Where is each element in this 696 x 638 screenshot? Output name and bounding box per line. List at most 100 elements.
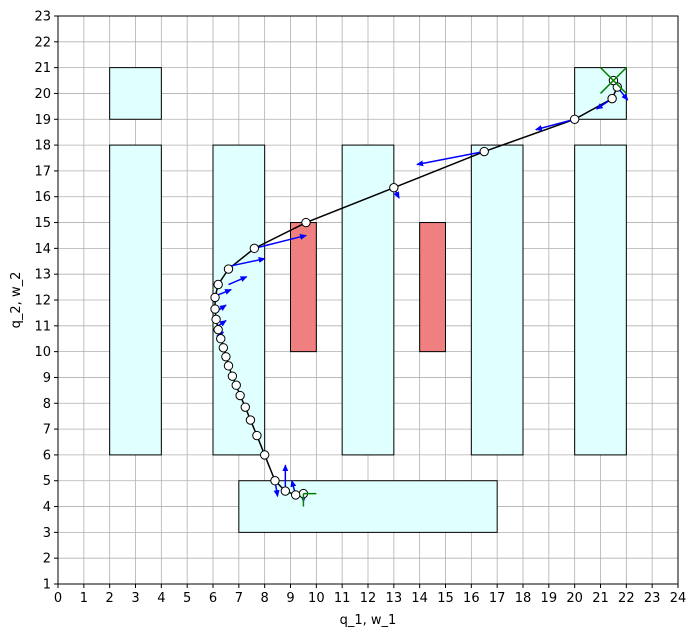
velocity-arrow (228, 276, 248, 286)
trajectory-point (223, 264, 234, 274)
y-tick-label: 11 (34, 319, 51, 334)
velocity-arrow (534, 118, 575, 131)
x-tick-label: 5 (183, 591, 191, 606)
point-layer (210, 75, 622, 500)
y-tick-label: 22 (34, 35, 51, 50)
y-axis-label: q_2, w_2 (9, 272, 24, 329)
y-tick-label: 17 (34, 164, 51, 179)
y-tick-label: 14 (34, 242, 51, 257)
trajectory-point (211, 314, 221, 325)
y-tick-label: 9 (43, 371, 51, 386)
free-region (574, 144, 627, 456)
velocity-arrow (217, 320, 227, 327)
x-axis-label: q_1, w_1 (340, 613, 397, 628)
x-tick-label: 17 (489, 591, 506, 606)
trajectory-point (221, 352, 231, 362)
x-tick-label: 13 (386, 591, 403, 606)
y-tick-label: 2 (43, 552, 51, 567)
x-tick-label: 21 (592, 591, 609, 606)
x-tick-label: 10 (308, 591, 325, 606)
y-tick-label: 21 (34, 61, 51, 76)
y-tick-label: 7 (43, 423, 51, 438)
trajectory-point (252, 430, 262, 441)
y-tick-label: 19 (34, 113, 51, 128)
velocity-arrow (217, 288, 233, 296)
y-tick-label: 8 (43, 397, 51, 412)
trajectory-point (227, 371, 238, 381)
trajectory-point (607, 93, 617, 104)
y-tick-label: 4 (43, 500, 51, 515)
x-tick-label: 15 (437, 591, 454, 606)
free-region (470, 144, 524, 456)
trajectory-point (231, 380, 241, 390)
trajectory-point (218, 343, 229, 353)
x-tick-label: 1 (80, 591, 88, 606)
x-tick-label: 8 (261, 591, 269, 606)
y-tick-label: 16 (34, 190, 51, 205)
trajectory-point (280, 486, 291, 496)
x-tick-label: 20 (566, 591, 583, 606)
trajectory-point (259, 450, 270, 460)
x-tick-label: 14 (411, 591, 428, 606)
trajectory-point (270, 476, 280, 486)
x-tick-label: 4 (157, 591, 165, 606)
x-tick-label: 3 (131, 591, 139, 606)
trajectory-point (569, 114, 580, 124)
y-tick-label: 13 (34, 268, 51, 283)
y-tick-label: 18 (34, 139, 51, 154)
trajectory-point (301, 217, 311, 228)
frame-layer (302, 67, 627, 507)
free-region (341, 144, 395, 456)
trajectory-point (210, 304, 220, 314)
trajectory-point (235, 390, 245, 401)
ticks-layer: 0 1 2 3 4 5 6 7 8 9 10 11 12 13 14 15 16 17 18 19 20 21 22 23 24… (34, 10, 686, 607)
y-tick-label: 10 (34, 345, 51, 360)
y-tick-label: 20 (34, 87, 51, 102)
trajectory-point (245, 415, 256, 425)
trajectory-point (290, 490, 301, 500)
x-tick-label: 6 (209, 591, 217, 606)
y-tick-label: 15 (34, 216, 51, 231)
trajectory-point (213, 324, 223, 335)
x-tick-label: 18 (515, 591, 532, 606)
trajectory-point (213, 279, 223, 290)
y-tick-label: 1 (43, 578, 51, 593)
trajectory-point (210, 292, 220, 303)
velocity-arrow (228, 257, 266, 268)
trajectory-line (214, 80, 619, 496)
trajectory-point (389, 182, 399, 193)
x-tick-label: 9 (286, 591, 294, 606)
path-layer (214, 80, 619, 496)
obstacle-region (419, 222, 446, 353)
y-tick-label: 12 (34, 294, 51, 309)
free-region (109, 144, 162, 456)
x-tick-label: 7 (235, 591, 243, 606)
x-tick-label: 22 (618, 591, 635, 606)
y-tick-label: 6 (43, 448, 51, 463)
free-region (212, 144, 266, 456)
y-tick-label: 5 (43, 474, 51, 489)
trajectory-point (240, 402, 250, 412)
free-region (238, 480, 498, 533)
obstacle-region (290, 222, 317, 353)
x-tick-label: 2 (106, 591, 114, 606)
x-tick-label: 0 (54, 591, 62, 606)
velocity-arrow (416, 150, 485, 167)
velocity-arrow (254, 233, 307, 250)
orientation-frame-line (599, 67, 627, 94)
trajectory-point (223, 361, 234, 371)
x-tick-label: 12 (360, 591, 377, 606)
x-tick-label: 16 (463, 591, 480, 606)
x-tick-label: 24 (670, 591, 687, 606)
trajectory-point (479, 146, 489, 157)
x-tick-label: 19 (541, 591, 558, 606)
free-region (109, 67, 162, 120)
trajectory-point (249, 243, 260, 254)
y-tick-label: 23 (34, 10, 51, 25)
regions-layer (109, 67, 627, 533)
trajectory-point (216, 334, 226, 344)
y-tick-label: 3 (43, 526, 51, 541)
x-tick-label: 23 (644, 591, 661, 606)
x-tick-label: 11 (334, 591, 351, 606)
